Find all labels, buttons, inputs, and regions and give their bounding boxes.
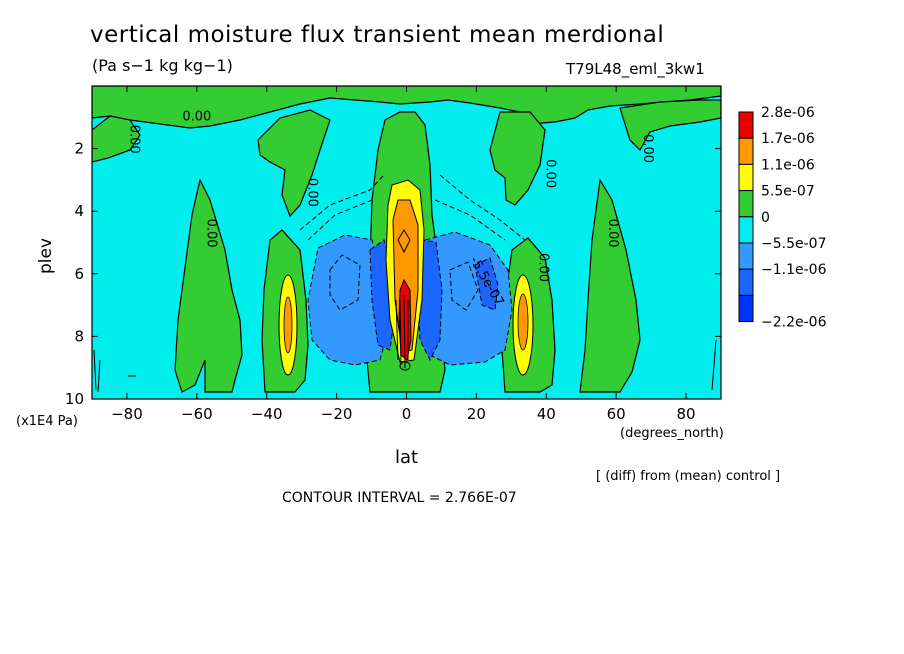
y-tick-label: 8 <box>74 327 84 345</box>
x-axis: −80 −60 −40 −20 0 20 40 60 80 <box>111 86 696 423</box>
legend-swatch <box>738 268 754 296</box>
legend-swatch <box>738 111 754 139</box>
legend-swatch <box>738 242 754 270</box>
legend-swatch <box>738 190 754 218</box>
contour-fill <box>92 86 721 399</box>
legend-label: −2.2e-06 <box>761 315 827 331</box>
x-tick-label: −60 <box>181 405 213 423</box>
legend-swatch <box>738 294 754 323</box>
run-id-label: T79L48_eml_3kw1 <box>566 60 705 78</box>
legend-label: 5.5e-07 <box>761 184 815 200</box>
diff-note: [ (diff) from (mean) control ] <box>596 469 781 484</box>
x-tick-label: −20 <box>321 405 353 423</box>
x-tick-label: 60 <box>607 405 626 423</box>
legend-label: −1.1e-06 <box>761 262 827 278</box>
y-tick-label: 10 <box>65 390 84 408</box>
legend-swatch <box>738 163 754 192</box>
x-tick-label: 80 <box>677 405 696 423</box>
contour-interval: CONTOUR INTERVAL = 2.766E-07 <box>282 490 517 506</box>
contour-label: 0.00 <box>305 178 320 207</box>
green-column-southern <box>174 178 243 393</box>
green-column-northern <box>579 178 641 393</box>
negative-dashed-contours <box>299 174 526 311</box>
legend-label: 1.7e-06 <box>761 131 815 147</box>
orange-north-subtropic <box>517 293 529 351</box>
contour-label: 0.00 <box>542 159 557 188</box>
upper-green-band <box>92 86 721 129</box>
x-tick-label: 40 <box>537 405 556 423</box>
x-tick-label: −40 <box>251 405 283 423</box>
green-patch-north-mid <box>489 111 546 206</box>
color-legend: 2.8e-06 1.7e-06 1.1e-06 5.5e-07 0 −5.5e-07 −1.… <box>738 105 827 331</box>
x-tick-label: −80 <box>111 405 143 423</box>
chart-title: vertical moisture flux transient mean me… <box>90 22 665 48</box>
y-axis-label: plev <box>36 237 57 275</box>
contour-label: 0.00 <box>126 125 141 154</box>
orange-south-subtropic <box>283 296 293 354</box>
contour-label: 0.00 <box>605 219 620 248</box>
contour-label: 0.00 <box>203 219 218 248</box>
y-scale-label: (x1E4 Pa) <box>16 414 78 429</box>
edge-artifacts <box>93 339 717 393</box>
y-axis: 2 4 6 8 10 <box>65 140 721 408</box>
green-patch-north-upper <box>619 99 721 151</box>
contour-label: 0.00 <box>182 109 211 124</box>
core-contour-lines <box>395 229 411 371</box>
chart-units: (Pa s−1 kg kg−1) <box>92 56 233 75</box>
x-tick-label: 20 <box>467 405 486 423</box>
green-patch-left-top <box>92 115 141 163</box>
blue-lobe-south <box>307 234 389 366</box>
x-axis-label: lat <box>395 447 419 468</box>
legend-swatch <box>738 216 754 244</box>
legend-label: 1.1e-06 <box>761 157 815 173</box>
y-tick-label: 4 <box>74 202 84 220</box>
contour-label: 0.00 <box>535 253 550 282</box>
darkblue-north-outer <box>474 257 499 311</box>
contour-label: 0.00 <box>640 134 655 163</box>
green-patch-south-mid <box>257 109 331 218</box>
x-tick-label: 0 <box>402 405 412 423</box>
legend-label: 2.8e-06 <box>761 105 815 121</box>
legend-label: 0 <box>761 210 770 226</box>
legend-swatch <box>738 137 754 165</box>
x-units-label: (degrees_north) <box>620 426 724 441</box>
y-tick-label: 6 <box>74 265 84 283</box>
legend-label: −5.5e-07 <box>761 236 826 252</box>
y-tick-label: 2 <box>74 140 84 158</box>
